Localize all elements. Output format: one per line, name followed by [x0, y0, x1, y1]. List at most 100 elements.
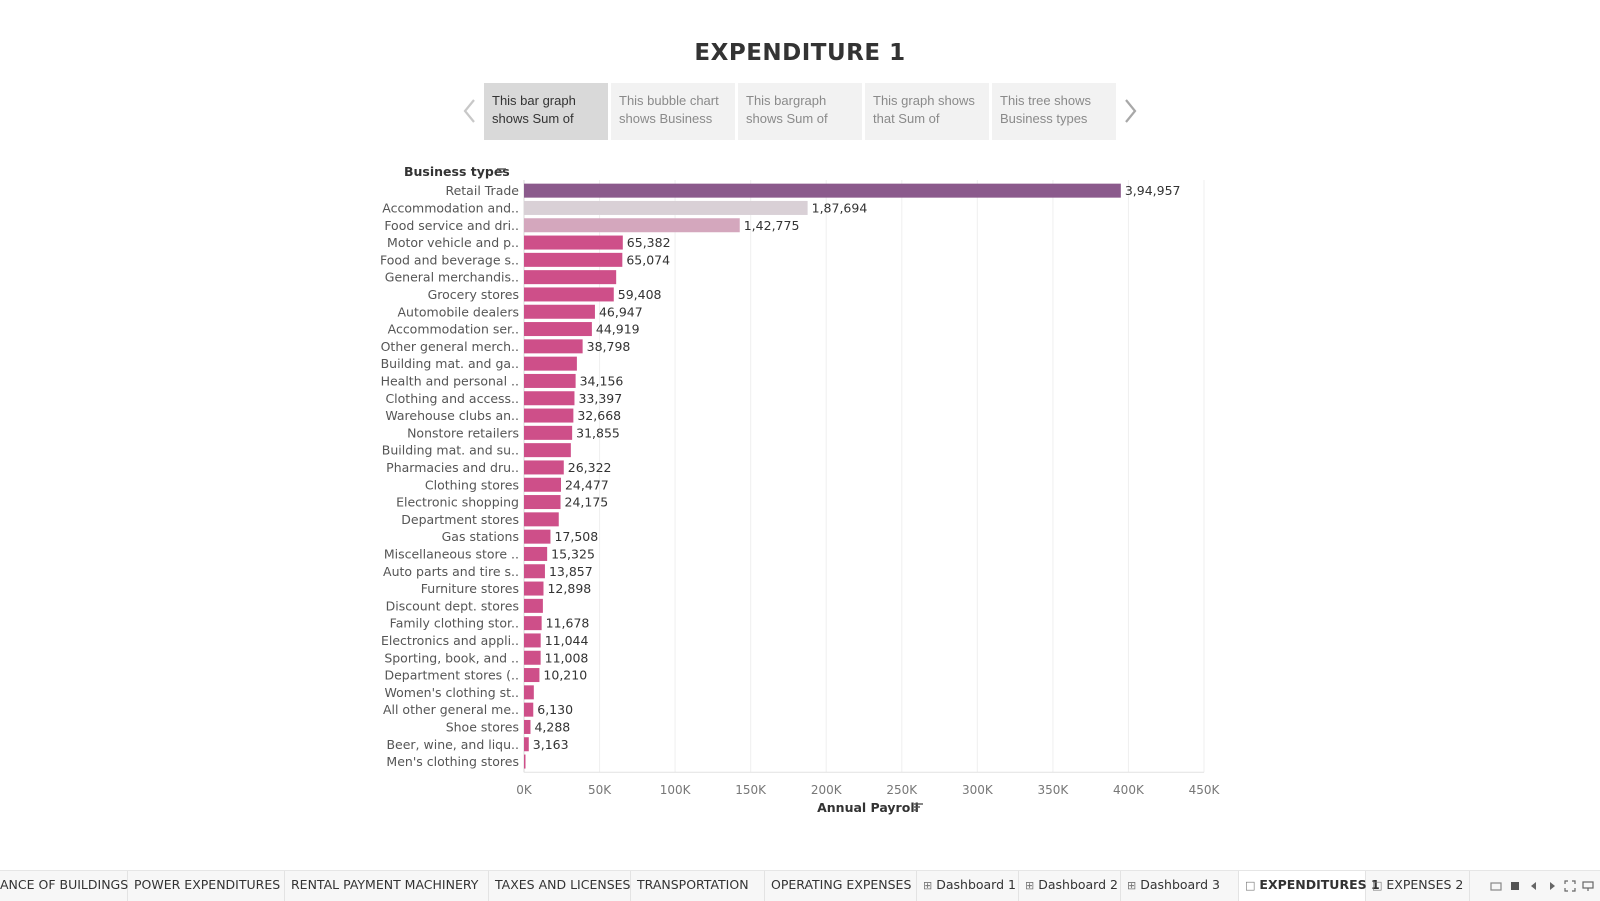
sheet-tab-label: Dashboard 3: [1140, 877, 1220, 892]
bar[interactable]: [524, 754, 526, 769]
bar[interactable]: [524, 668, 540, 683]
bar[interactable]: [524, 391, 575, 406]
sort-icon[interactable]: [497, 168, 506, 176]
sheet-tab[interactable]: ⊞ Dashboard 3: [1121, 871, 1239, 901]
grid-lines: [523, 180, 1205, 773]
data-label: 65,074: [626, 252, 670, 267]
sheet-tab[interactable]: □ EXPENSES 2: [1366, 871, 1470, 901]
sheet-tab[interactable]: RENTAL PAYMENT MACHINERY: [285, 871, 489, 901]
story-point-line: Business types: [1000, 111, 1088, 126]
story-title: EXPENDITURE 1: [694, 40, 906, 66]
x-tick-label: 300K: [962, 783, 994, 797]
bar[interactable]: [524, 477, 561, 492]
x-tick-label: 400K: [1113, 783, 1145, 797]
category-label: Shoe stores: [446, 719, 519, 734]
story-point-4[interactable]: This graph shows that Sum of: [865, 83, 989, 140]
data-label: 1,42,775: [744, 218, 800, 233]
sheet-tab[interactable]: ⊞ Dashboard 2: [1019, 871, 1121, 901]
sheet-tab[interactable]: POWER EXPENDITURES: [128, 871, 285, 901]
bar[interactable]: [524, 616, 542, 631]
data-label: 24,477: [565, 477, 609, 492]
sheet-tab[interactable]: ANCE OF BUILDINGS: [0, 871, 128, 901]
sheet-tab-label: TRANSPORTATION: [637, 877, 749, 892]
data-label: 59,408: [618, 287, 662, 302]
x-axis-title: Annual Payroll: [817, 800, 919, 815]
grid-view-icon[interactable]: [1490, 880, 1502, 892]
bar[interactable]: [524, 685, 534, 700]
category-label: Family clothing stor..: [390, 616, 519, 631]
chevron-left-icon[interactable]: [460, 96, 480, 126]
bar[interactable]: [524, 373, 576, 388]
prev-sheet-icon[interactable]: [1528, 880, 1540, 892]
story-point-line: This bargraph: [746, 93, 827, 108]
bar[interactable]: [524, 460, 564, 475]
data-label: 11,678: [546, 616, 590, 631]
bar[interactable]: [524, 495, 561, 510]
data-label: 17,508: [554, 529, 598, 544]
category-label: Grocery stores: [428, 287, 519, 302]
bar[interactable]: [524, 339, 583, 354]
sheet-tab[interactable]: TAXES AND LICENSES: [489, 871, 631, 901]
bar[interactable]: [524, 235, 623, 250]
bar[interactable]: [524, 443, 571, 458]
bar[interactable]: [524, 546, 548, 561]
sheet-tab[interactable]: OPERATING EXPENSES: [765, 871, 917, 901]
category-label: Retail Trade: [445, 183, 519, 198]
bar[interactable]: [524, 304, 595, 319]
filmstrip-icon[interactable]: [1509, 880, 1521, 892]
sheet-tab-label: POWER EXPENDITURES: [134, 877, 281, 892]
dashboard-icon: ⊞: [1025, 879, 1035, 892]
bar[interactable]: [524, 512, 559, 527]
data-label: 65,382: [627, 235, 671, 250]
fullscreen-icon[interactable]: [1564, 880, 1576, 892]
data-label: 10,210: [543, 668, 587, 683]
bar[interactable]: [524, 408, 574, 423]
sheet-tab[interactable]: TRANSPORTATION: [631, 871, 765, 901]
data-label: 46,947: [599, 304, 643, 319]
data-labels: 3,94,957 1,87,694 1,42,775 65,382 65,074 59,4…: [533, 183, 1181, 752]
category-label: Automobile dealers: [398, 304, 520, 319]
story-point-1[interactable]: This bar graph shows Sum of: [484, 83, 608, 140]
bar[interactable]: [524, 737, 529, 752]
sheet-tab[interactable]: □ EXPENDITURES 1: [1239, 871, 1380, 901]
category-label: General merchandis..: [385, 270, 519, 285]
bar[interactable]: [524, 270, 617, 285]
bar[interactable]: [524, 529, 551, 544]
bar[interactable]: [524, 322, 592, 337]
data-label: 4,288: [534, 719, 570, 734]
present-icon[interactable]: [1582, 880, 1594, 892]
bar[interactable]: [524, 425, 573, 440]
category-label: Building mat. and su..: [382, 443, 519, 458]
chevron-right-icon[interactable]: [1120, 96, 1140, 126]
next-sheet-icon[interactable]: [1546, 880, 1558, 892]
bar[interactable]: [524, 719, 531, 734]
sheet-tab[interactable]: ⊞ Dashboard 1: [917, 871, 1019, 901]
bar[interactable]: [524, 287, 614, 302]
bar[interactable]: [524, 581, 544, 596]
x-tick-label: 100K: [660, 783, 692, 797]
bars[interactable]: [524, 183, 1121, 769]
category-label: Clothing and access..: [385, 391, 519, 406]
category-label: Food service and dri..: [384, 218, 519, 233]
category-label: All other general me..: [383, 702, 519, 717]
bar[interactable]: [524, 252, 623, 267]
x-axis-ticks: 0K 50K 100K 150K 200K 250K 300K 350K 400K 450K: [516, 783, 1220, 797]
y-axis-title: Business types: [404, 164, 510, 179]
story-point-3[interactable]: This bargraph shows Sum of: [738, 83, 862, 140]
bar[interactable]: [524, 633, 541, 648]
story-point-2[interactable]: This bubble chart shows Business: [611, 83, 735, 140]
story-point-5[interactable]: This tree shows Business types: [992, 83, 1116, 140]
bar[interactable]: [524, 183, 1121, 198]
bar[interactable]: [524, 702, 534, 717]
bar[interactable]: [524, 564, 545, 579]
bar[interactable]: [524, 356, 577, 371]
sort-icon[interactable]: [914, 803, 923, 811]
sheet-tab-label: EXPENSES 2: [1386, 877, 1464, 892]
sheet-tab-label: OPERATING EXPENSES: [771, 877, 912, 892]
x-tick-label: 250K: [886, 783, 918, 797]
bar[interactable]: [524, 200, 808, 215]
bar[interactable]: [524, 218, 740, 233]
bar[interactable]: [524, 598, 543, 613]
category-label: Nonstore retailers: [407, 425, 519, 440]
bar[interactable]: [524, 650, 541, 665]
